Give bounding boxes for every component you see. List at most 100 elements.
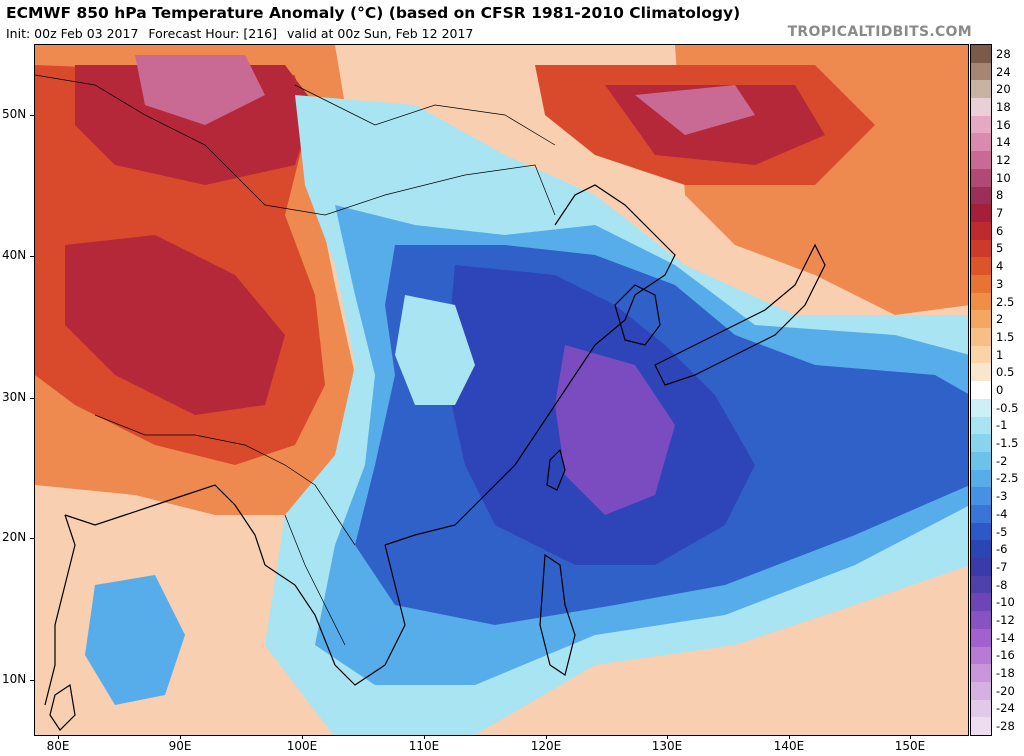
colorbar-label: 14	[996, 135, 1011, 150]
colorbar-segment	[971, 45, 991, 64]
lon-label-110e: 110E	[408, 739, 440, 753]
colorbar-label: 16	[996, 117, 1011, 132]
border-russia	[294, 84, 556, 146]
colorbar-segment	[971, 239, 991, 258]
colorbar-label: 24	[996, 64, 1011, 79]
colorbar-segment	[971, 345, 991, 364]
colorbar-segment	[971, 681, 991, 701]
lat-label-40n: 40N	[2, 248, 27, 262]
colorbar-segment	[971, 522, 991, 541]
colorbar-segment	[971, 257, 991, 276]
colorbar-label: -2	[996, 453, 1008, 468]
anomaly-field	[35, 45, 968, 735]
lon-tick	[667, 735, 668, 739]
colorbar-label: 3	[996, 276, 1004, 291]
colorbar-label: -3	[996, 489, 1008, 504]
colorbar-label: -10	[996, 595, 1015, 610]
colorbar-label: -8	[996, 577, 1008, 592]
lat-label-30n: 30N	[2, 390, 27, 404]
lon-label-150e: 150E	[894, 739, 926, 753]
colorbar-segment	[971, 398, 991, 418]
colorbar-label: 0.5	[996, 365, 1015, 380]
japan-coastline	[654, 243, 826, 386]
colorbar-segment	[971, 664, 991, 683]
purple-core-east-china-sea	[555, 345, 675, 515]
colorbar-segment	[971, 487, 991, 506]
colorbar-segment	[971, 221, 991, 241]
pink-extreme-west	[135, 55, 265, 125]
colorbar-segment	[971, 575, 991, 594]
korea-coastline	[614, 284, 661, 346]
colorbar-segment	[971, 717, 991, 736]
colorbar-label: -1.5	[996, 436, 1019, 451]
colorbar-label: -2.5	[996, 471, 1019, 486]
philippines-coastline	[539, 553, 576, 676]
colorbar-label: 0	[996, 383, 1004, 397]
colorbar-label: -1	[996, 418, 1008, 433]
colorbar	[970, 44, 992, 736]
map-title: ECMWF 850 hPa Temperature Anomaly (°C) (…	[6, 4, 741, 22]
map-subtitle: Init: 00z Feb 03 2017 Forecast Hour: [216…	[6, 26, 483, 41]
colorbar-segment	[971, 186, 991, 205]
cold-bay-of-bengal	[85, 575, 185, 705]
colorbar-label: -18	[996, 666, 1015, 681]
colorbar-label: 6	[996, 223, 1004, 238]
pink-siberia	[635, 85, 755, 135]
lon-label-90e: 90E	[168, 739, 192, 753]
colorbar-segment	[971, 310, 991, 329]
colorbar-segment	[971, 98, 991, 117]
colorbar-label: 18	[996, 99, 1011, 114]
colorbar-segment	[971, 275, 991, 294]
colorbar-label: -4	[996, 506, 1008, 521]
lon-tick	[424, 735, 425, 739]
colorbar-label: -24	[996, 701, 1015, 716]
lon-tick	[58, 735, 59, 739]
colorbar-label: 7	[996, 206, 1004, 221]
colorbar-label: -0.5	[996, 400, 1019, 415]
lon-label-80e: 80E	[46, 739, 70, 753]
colorbar-label: 2	[996, 312, 1004, 327]
colorbar-label: 1	[996, 347, 1004, 362]
indochina-coastline	[264, 544, 406, 686]
colorbar-segment	[971, 469, 991, 488]
sri-lanka-coastline	[49, 683, 76, 731]
init-time: Init: 00z Feb 03 2017	[6, 26, 139, 41]
lat-label-10n: 10N	[2, 672, 27, 686]
lat-label-20n: 20N	[2, 530, 27, 544]
colorbar-label: -12	[996, 613, 1015, 627]
colorbar-label: -14	[996, 630, 1015, 645]
lat-tick	[30, 115, 35, 116]
lon-label-120e: 120E	[530, 739, 562, 753]
source-watermark: TROPICALTIDBITS.COM	[787, 24, 972, 40]
lat-label-50n: 50N	[2, 107, 27, 121]
colorbar-label: 20	[996, 82, 1011, 97]
lon-tick	[910, 735, 911, 739]
border-himalaya	[94, 414, 356, 546]
colorbar-label: -7	[996, 559, 1008, 574]
lon-tick	[789, 735, 790, 739]
colorbar-segment	[971, 434, 991, 453]
lat-tick	[30, 680, 35, 681]
colorbar-segment	[971, 168, 991, 188]
colorbar-segment	[971, 292, 991, 311]
colorbar-segment	[971, 62, 991, 81]
cold-light-sichuan	[395, 295, 475, 405]
colorbar-label: -28	[996, 719, 1015, 734]
lat-tick	[30, 398, 35, 399]
colorbar-label: 1.5	[996, 329, 1015, 344]
hot-tibet-core	[65, 235, 285, 415]
colorbar-segment	[971, 611, 991, 630]
colorbar-label: -16	[996, 648, 1015, 663]
valid-time: valid at 00z Sun, Feb 12 2017	[286, 26, 474, 41]
colorbar-segment	[971, 558, 991, 577]
lat-tick	[30, 256, 35, 257]
border-indochina	[284, 514, 346, 646]
colorbar-segment	[971, 80, 991, 99]
colorbar-label: 2.5	[996, 294, 1015, 309]
forecast-hour: Forecast Hour: [216]	[148, 26, 277, 41]
colorbar-segment	[971, 328, 991, 347]
colorbar-segment	[971, 540, 991, 559]
colorbar-segment	[971, 151, 991, 170]
lon-label-140e: 140E	[773, 739, 805, 753]
lon-label-130e: 130E	[651, 739, 683, 753]
